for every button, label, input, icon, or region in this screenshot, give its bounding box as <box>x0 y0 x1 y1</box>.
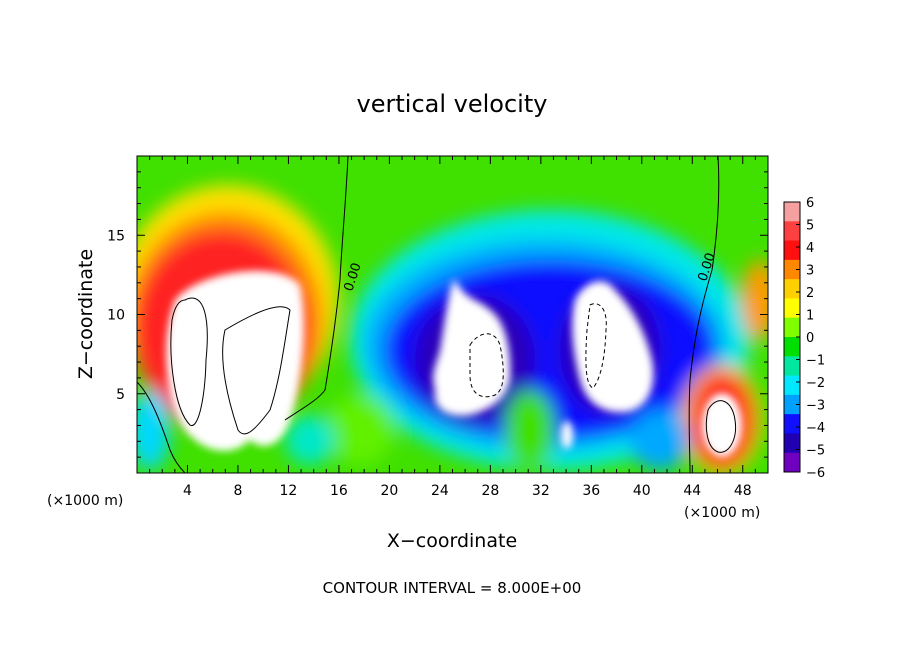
colorbar-swatch <box>784 356 800 377</box>
y-axis: 5 10 15 <box>107 171 768 458</box>
colorbar-tick-label: −1 <box>806 354 825 369</box>
contour-interval-footer: CONTOUR INTERVAL = 8.000E+00 <box>323 579 582 597</box>
colorbar-swatch <box>784 298 800 319</box>
x-tick-label: 48 <box>734 483 752 499</box>
x-tick-label: 20 <box>380 483 398 499</box>
colorbar-tick-label: 5 <box>806 219 814 234</box>
x-unit-left: (×1000 m) <box>47 493 123 509</box>
chart-title: vertical velocity <box>357 90 548 118</box>
x-unit-right: (×1000 m) <box>684 505 760 521</box>
x-tick-label: 12 <box>280 483 298 499</box>
colorbar-tick-label: 1 <box>806 309 814 324</box>
colorbar-swatch <box>784 279 800 299</box>
colorbar-swatch <box>784 259 800 280</box>
x-tick-label: 16 <box>330 483 348 499</box>
colorbar-swatch <box>784 375 800 396</box>
colorbar-tick-label: −5 <box>806 444 825 459</box>
colorbar-swatch <box>784 394 800 415</box>
y-axis-label: Z−coordinate <box>75 249 97 379</box>
heatmap-field <box>137 156 768 473</box>
y-tick-label: 5 <box>116 387 125 403</box>
colorbar-tick-label: −3 <box>806 399 825 414</box>
x-tick-label: 40 <box>633 483 651 499</box>
x-axis-label: X−coordinate <box>387 530 517 552</box>
colorbar-tick-label: 3 <box>806 264 814 279</box>
colorbar-tick-label: 6 <box>806 196 814 211</box>
colorbar-swatch <box>784 221 800 242</box>
colorbar-swatch <box>784 414 800 434</box>
colorbar-tick-label: −2 <box>806 376 825 391</box>
colorbar-swatch <box>784 240 800 261</box>
colorbar-tick-label: −6 <box>806 466 825 481</box>
x-tick-label: 28 <box>481 483 499 499</box>
colorbar-swatch <box>784 317 800 338</box>
x-tick-label: 8 <box>233 483 242 499</box>
colorbar-tick-label: −4 <box>806 421 825 436</box>
colorbar-swatch <box>784 337 800 357</box>
colorbar-tick-label: 0 <box>806 331 814 346</box>
x-tick-label: 4 <box>183 483 192 499</box>
x-tick-label: 24 <box>431 483 449 499</box>
x-axis: 4 8 12 16 20 24 28 32 36 40 44 48 <box>149 156 756 499</box>
x-tick-label: 36 <box>582 483 600 499</box>
y-tick-label: 15 <box>107 228 125 244</box>
colorbar-swatch <box>784 202 800 222</box>
x-tick-label: 44 <box>683 483 701 499</box>
colorbar-swatch <box>784 433 800 454</box>
colorbar: 6 5 4 3 2 1 0 −1 −2 −3 −4 −5 −6 <box>783 196 825 481</box>
colorbar-tick-label: 4 <box>806 241 814 256</box>
colorbar-swatch <box>784 452 800 473</box>
contour-lines <box>137 156 737 473</box>
colorbar-tick-label: 2 <box>806 286 814 301</box>
y-tick-label: 10 <box>107 308 125 324</box>
x-tick-label: 32 <box>532 483 550 499</box>
